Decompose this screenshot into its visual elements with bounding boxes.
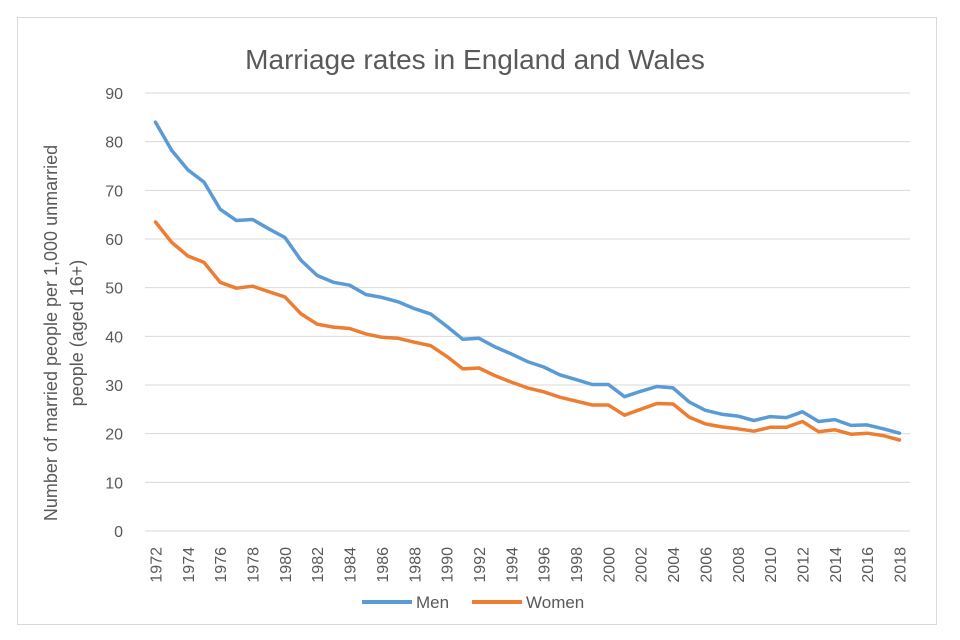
y-tick-label: 90 <box>105 86 123 103</box>
x-tick-label: 1996 <box>537 547 554 583</box>
y-tick-label: 20 <box>105 427 123 444</box>
x-tick-label: 2014 <box>828 547 845 583</box>
x-tick-label: 2018 <box>892 547 909 583</box>
gridlines <box>145 92 910 532</box>
x-tick-label: 1974 <box>181 547 198 583</box>
x-tick-label: 1998 <box>569 547 586 583</box>
legend: Men Women <box>362 593 584 612</box>
y-tick-label: 60 <box>105 232 123 249</box>
y-tick-label: 40 <box>105 329 123 346</box>
x-tick-label: 1986 <box>375 547 392 583</box>
x-tick-label: 1992 <box>472 547 489 583</box>
y-tick-label: 50 <box>105 281 123 298</box>
series-line-women <box>153 220 902 442</box>
x-tick-label: 1994 <box>504 547 521 583</box>
y-axis-label-line-1: Number of married people per 1,000 unmar… <box>41 145 61 521</box>
x-tick-label: 2008 <box>731 547 748 583</box>
x-tick-label: 1982 <box>310 547 327 583</box>
chart-title: Marriage rates in England and Wales <box>245 44 705 75</box>
series-line-men <box>153 120 902 435</box>
x-tick-label: 2000 <box>601 547 618 583</box>
y-tick-label: 0 <box>114 524 123 541</box>
y-tick-label: 80 <box>105 135 123 152</box>
x-axis-ticks: 1972 1974 1976 1978 1980 1982 1984 1986 1988 1990… <box>149 547 910 583</box>
x-tick-label: 1988 <box>407 547 424 583</box>
x-tick-label: 1990 <box>440 547 457 583</box>
x-tick-label: 2016 <box>860 547 877 583</box>
x-tick-label: 1972 <box>149 547 166 583</box>
series-lines <box>153 120 902 442</box>
y-tick-label: 70 <box>105 183 123 200</box>
x-tick-label: 2006 <box>698 547 715 583</box>
x-tick-label: 2004 <box>666 547 683 583</box>
legend-label-women: Women <box>526 593 584 612</box>
x-tick-label: 1978 <box>246 547 263 583</box>
x-tick-label: 2010 <box>763 547 780 583</box>
x-tick-label: 1976 <box>213 547 230 583</box>
x-tick-label: 1984 <box>343 547 360 583</box>
x-tick-label: 1980 <box>278 547 295 583</box>
y-tick-label: 30 <box>105 378 123 395</box>
y-axis-ticks: 0 10 20 30 40 50 60 70 80 90 <box>105 86 123 541</box>
y-axis-label-line-2: people (aged 16+) <box>67 260 87 407</box>
chart-frame <box>17 17 937 625</box>
y-tick-label: 10 <box>105 475 123 492</box>
y-axis-label: Number of married people per 1,000 unmar… <box>41 145 87 521</box>
x-tick-label: 2002 <box>634 547 651 583</box>
x-tick-label: 2012 <box>795 547 812 583</box>
legend-label-men: Men <box>416 593 449 612</box>
